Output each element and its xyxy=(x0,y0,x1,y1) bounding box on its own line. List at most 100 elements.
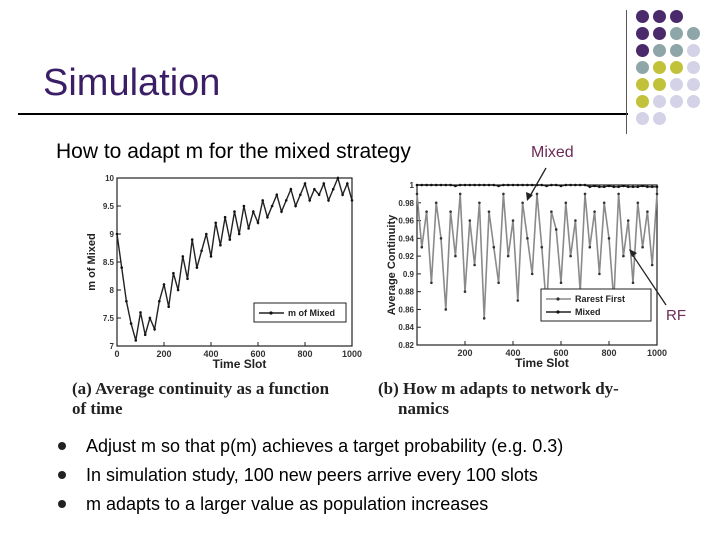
data-point xyxy=(468,219,472,222)
data-point xyxy=(588,185,592,189)
data-point xyxy=(129,322,133,325)
data-point xyxy=(612,185,616,189)
data-point xyxy=(554,228,558,231)
data-point xyxy=(275,193,279,197)
data-point xyxy=(280,210,283,213)
data-point xyxy=(492,183,496,187)
arrow-line xyxy=(631,253,667,306)
data-point xyxy=(655,192,659,196)
data-point xyxy=(256,221,260,225)
legend-label: Rarest First xyxy=(575,294,625,304)
data-point xyxy=(444,308,448,311)
x-tick-label: 200 xyxy=(457,348,472,358)
data-point xyxy=(252,210,255,213)
decorative-dot xyxy=(653,61,666,74)
data-point xyxy=(172,271,175,275)
data-point xyxy=(415,183,419,187)
data-point xyxy=(646,210,649,213)
x-axis-label: Time Slot xyxy=(515,356,569,370)
slide-title: Simulation xyxy=(43,62,221,104)
data-point xyxy=(526,183,529,187)
data-point xyxy=(205,232,208,236)
data-point xyxy=(530,183,534,187)
bullet-text: m adapts to a larger value as population… xyxy=(86,494,489,514)
y-tick-label: 0.92 xyxy=(398,252,414,261)
data-point xyxy=(331,187,335,191)
data-point xyxy=(578,183,582,187)
data-point xyxy=(266,215,269,219)
data-point xyxy=(569,254,572,258)
data-point xyxy=(190,238,194,241)
data-point xyxy=(341,193,344,197)
callout-rf: RF xyxy=(666,307,686,324)
data-point xyxy=(120,266,123,269)
data-point xyxy=(336,176,340,180)
y-tick-label: 0.84 xyxy=(398,323,414,332)
data-point xyxy=(454,184,457,188)
bullet-dot-icon xyxy=(58,500,66,508)
y-tick-label: 0.96 xyxy=(398,217,414,226)
data-point xyxy=(583,192,587,196)
x-tick-label: 0 xyxy=(114,349,119,359)
data-point xyxy=(209,255,213,258)
legend-label: Mixed xyxy=(575,307,601,317)
decorative-dot xyxy=(670,61,683,74)
data-point xyxy=(550,183,553,187)
data-point xyxy=(139,311,142,314)
decorative-dot xyxy=(653,10,666,23)
data-point xyxy=(449,183,452,187)
data-point xyxy=(636,201,640,205)
data-point xyxy=(167,305,170,309)
y-tick-label: 8 xyxy=(110,286,115,295)
data-point xyxy=(317,193,321,197)
decorative-dot xyxy=(670,44,683,57)
data-point xyxy=(473,263,476,267)
y-tick-label: 7.5 xyxy=(103,314,115,323)
data-point xyxy=(564,201,568,205)
decorative-dot xyxy=(687,61,700,74)
data-point xyxy=(294,204,297,208)
data-point xyxy=(322,182,326,185)
data-point xyxy=(607,184,611,188)
x-tick-label: 600 xyxy=(250,349,265,359)
data-point xyxy=(482,317,486,320)
data-point xyxy=(228,238,232,241)
decorative-dot xyxy=(636,112,649,125)
data-point xyxy=(526,237,529,240)
data-point xyxy=(346,182,349,185)
y-axis-label: Average Continuity xyxy=(386,214,398,315)
data-point xyxy=(506,254,510,258)
y-tick-label: 0.98 xyxy=(398,199,414,208)
y-tick-label: 0.86 xyxy=(398,305,414,314)
data-point xyxy=(516,299,520,302)
data-point xyxy=(559,184,563,188)
data-point xyxy=(313,187,316,191)
data-point xyxy=(521,201,524,205)
bullet-dot-icon xyxy=(58,471,66,479)
data-point xyxy=(487,183,491,187)
data-point xyxy=(550,210,553,213)
y-tick-label: 1 xyxy=(410,181,415,190)
data-point xyxy=(598,272,601,276)
data-point xyxy=(289,187,293,191)
decorative-dot xyxy=(653,27,666,40)
y-tick-label: 0.82 xyxy=(398,341,414,350)
data-point xyxy=(439,237,443,240)
data-point xyxy=(458,183,462,187)
decorative-dot xyxy=(670,95,683,108)
data-point xyxy=(511,219,515,222)
chart-a: 0 200 400 600 800 1000 7 7.5 8 8.5 9 9.5 10 Time Slot… xyxy=(86,174,362,371)
data-point xyxy=(303,182,307,185)
decorative-dot xyxy=(636,61,649,74)
data-point xyxy=(502,192,505,196)
y-tick-label: 0.88 xyxy=(398,288,414,297)
data-point xyxy=(574,219,577,222)
data-point xyxy=(176,288,180,292)
data-point xyxy=(641,184,644,188)
data-point xyxy=(598,185,601,189)
data-point xyxy=(641,245,644,249)
legend-marker xyxy=(556,297,560,301)
data-point xyxy=(502,183,505,187)
decorative-dot xyxy=(653,78,666,91)
data-point xyxy=(516,183,520,187)
